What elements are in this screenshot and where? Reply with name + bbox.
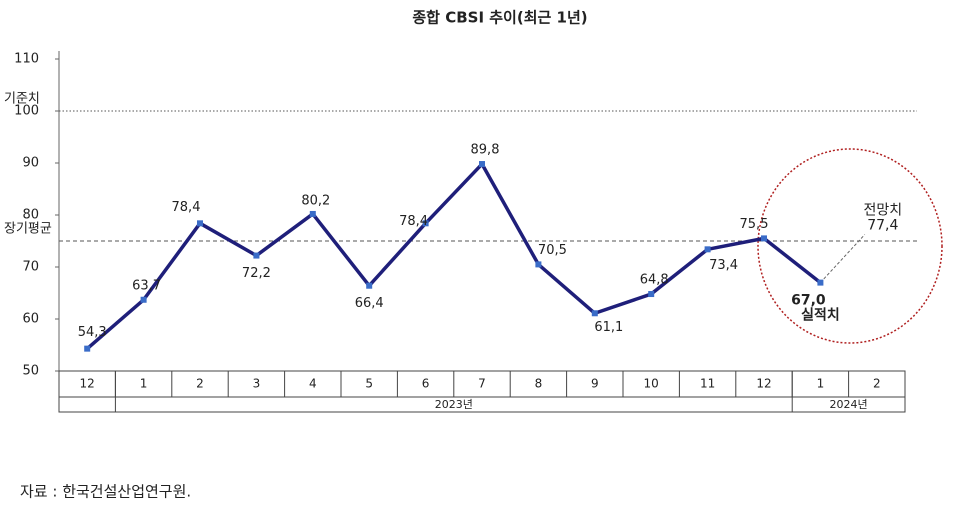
x-tick-label: 6 xyxy=(422,377,430,391)
x-tick-label: 10 xyxy=(644,377,659,391)
data-label: 72,2 xyxy=(242,266,271,281)
x-tick-label: 2 xyxy=(196,377,204,391)
point xyxy=(479,161,485,168)
x-tick-label: 2 xyxy=(873,377,881,391)
chart-title: 종합 CBSI 추이(최근 1년) xyxy=(412,9,587,27)
x-tick-label: 1 xyxy=(817,377,825,391)
highlight-circle xyxy=(757,148,943,344)
x-tick-label: 12 xyxy=(756,377,771,391)
data-label: 73,4 xyxy=(709,258,738,273)
data-label: 67,0 xyxy=(791,293,826,309)
point xyxy=(591,310,598,317)
data-label: 70,5 xyxy=(538,243,567,258)
x-tick-label: 8 xyxy=(535,377,543,391)
data-label: 78,4 xyxy=(399,214,428,229)
point xyxy=(140,296,147,303)
x-tick-label: 12 xyxy=(80,377,95,391)
y-tick-label: 110 xyxy=(14,52,39,67)
source: 자료 : 한국건설산업연구원. xyxy=(20,483,191,501)
year-label: 2024년 xyxy=(830,398,868,411)
data-label: 54,3 xyxy=(78,325,107,340)
point xyxy=(648,291,655,298)
x-tick-label: 1 xyxy=(140,377,148,391)
data-label: 63,7 xyxy=(132,278,161,293)
point xyxy=(253,252,260,259)
year-label: 2023년 xyxy=(435,398,473,411)
data-label: 75,5 xyxy=(740,217,769,232)
y-tick-label: 50 xyxy=(22,364,39,379)
point xyxy=(366,282,373,289)
reference-label: 기준치 xyxy=(4,92,40,107)
point xyxy=(761,235,767,242)
point xyxy=(704,246,711,253)
point xyxy=(197,220,203,227)
forecast-label: 전망치 xyxy=(863,203,902,219)
forecast-value: 77,4 xyxy=(867,218,898,234)
forecast-line xyxy=(820,234,866,283)
x-tick-label: 4 xyxy=(309,377,317,391)
data-label: 78,4 xyxy=(172,200,201,215)
y-tick-label: 100 xyxy=(14,104,39,119)
point xyxy=(422,220,429,227)
data-label: 61,1 xyxy=(594,320,623,335)
x-tick-label: 5 xyxy=(365,377,373,391)
data-label: 80,2 xyxy=(301,193,330,208)
point xyxy=(817,279,824,286)
x-tick-label: 9 xyxy=(591,377,599,391)
data-label: 89,8 xyxy=(471,143,500,158)
x-tick-label: 11 xyxy=(700,377,715,391)
reference-label: 장기평균 xyxy=(4,222,52,237)
x-tick-label: 3 xyxy=(253,377,261,391)
line xyxy=(86,162,822,350)
actual-label: 실적치 xyxy=(801,307,840,324)
point xyxy=(309,210,316,217)
x-tick-label: 7 xyxy=(478,377,486,391)
y-tick-label: 60 xyxy=(22,312,39,327)
y-tick-label: 70 xyxy=(22,260,39,275)
point xyxy=(84,345,91,352)
y-tick-label: 90 xyxy=(22,156,39,171)
data-label: 66,4 xyxy=(355,296,384,311)
data-label: 64,8 xyxy=(640,273,669,288)
y-tick-label: 80 xyxy=(22,208,39,223)
point xyxy=(535,261,542,268)
